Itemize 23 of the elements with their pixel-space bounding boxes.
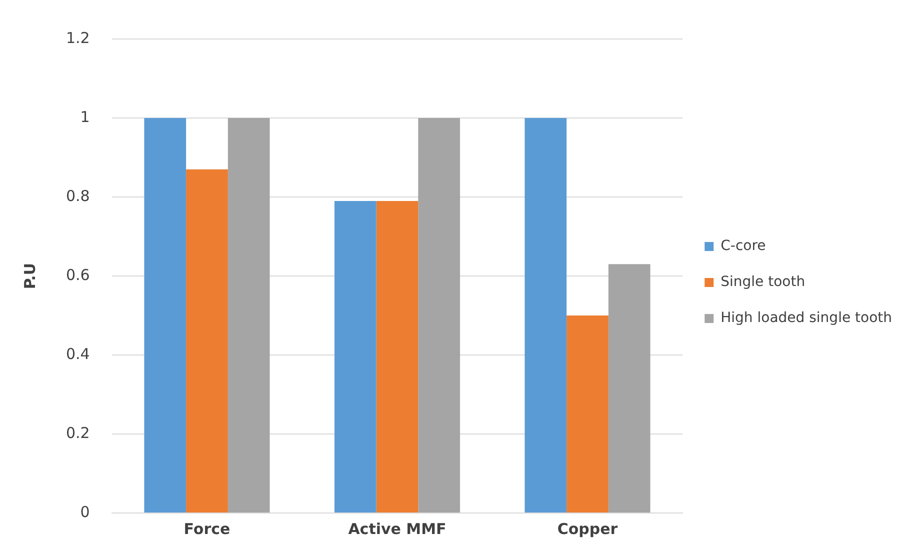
bar <box>376 200 418 512</box>
y-tick-label: 0.4 <box>66 344 90 363</box>
legend-label: C-core <box>720 238 766 254</box>
x-tick-label: Active MMF <box>348 520 446 538</box>
x-tick-label: Force <box>184 520 230 538</box>
bar <box>334 200 376 512</box>
y-axis-title: P.U <box>20 262 39 290</box>
bar <box>418 118 460 512</box>
y-tick-label: 0.2 <box>66 424 90 442</box>
y-tick-label: 1.2 <box>66 28 90 47</box>
bar <box>566 316 608 512</box>
bar <box>186 169 228 512</box>
bar <box>144 118 186 512</box>
legend-label: High loaded single tooth <box>720 310 892 326</box>
bar <box>608 264 650 512</box>
y-tick-label: 0.6 <box>66 266 90 284</box>
y-tick-label: 0 <box>80 502 90 521</box>
y-tick-label: 0.8 <box>66 186 90 205</box>
legend-label: Single tooth <box>720 274 806 290</box>
bar <box>228 118 270 512</box>
y-tick-label: 1 <box>80 108 90 126</box>
bar <box>524 118 567 512</box>
x-tick-label: Copper <box>557 520 618 538</box>
